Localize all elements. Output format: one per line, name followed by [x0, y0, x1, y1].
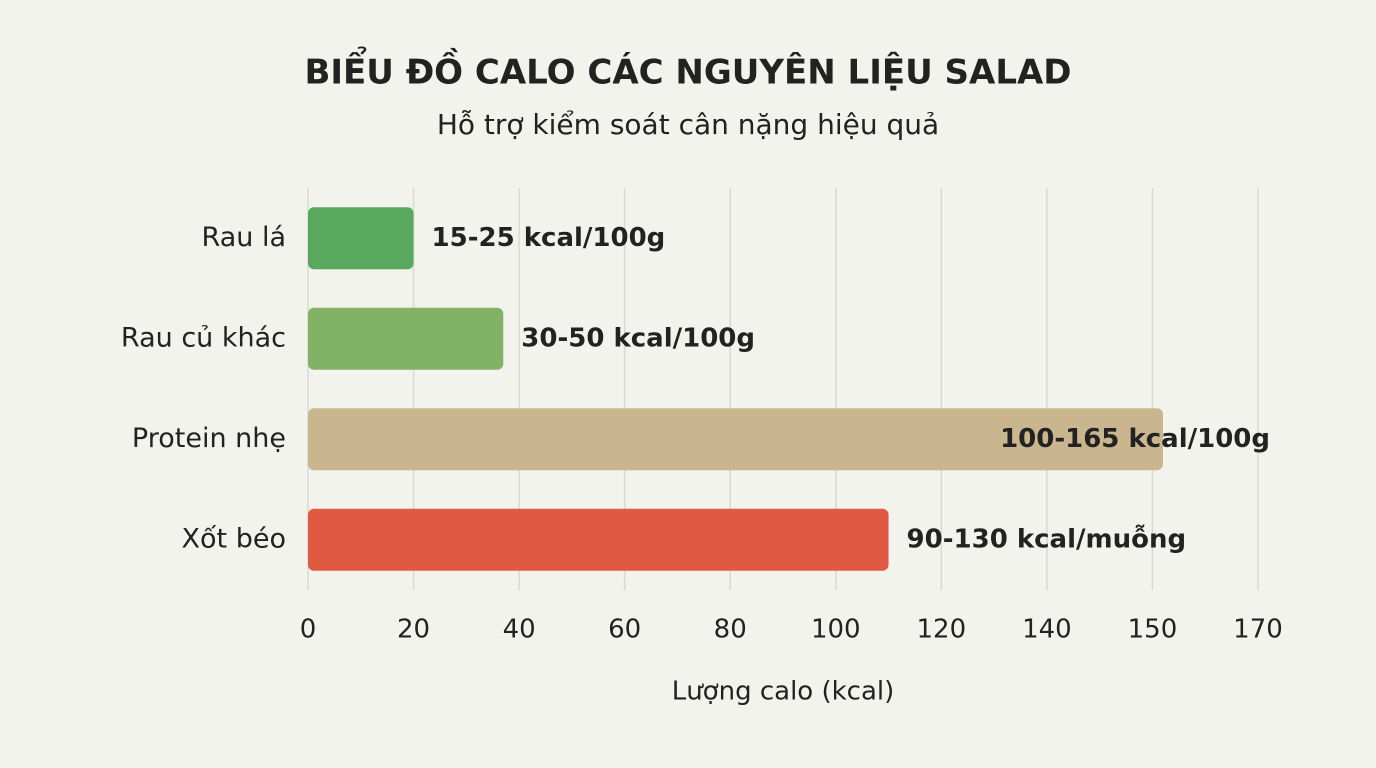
- bar: [308, 408, 1163, 471]
- x-tick-label: 40: [503, 615, 536, 645]
- chart-title: BIỂU ĐỒ CALO CÁC NGUYÊN LIỆU SALAD: [304, 47, 1071, 93]
- x-tick-label: 80: [714, 615, 747, 645]
- x-tick-label: 100: [811, 615, 861, 645]
- x-tick-label: 150: [1128, 615, 1178, 645]
- bar: [308, 508, 889, 571]
- x-tick-label: 20: [397, 615, 430, 645]
- x-tick-label: 0: [300, 615, 317, 645]
- y-tick-label: Rau củ khác: [121, 322, 286, 353]
- chart-subtitle: Hỗ trợ kiểm soát cân nặng hiệu quả: [437, 108, 939, 141]
- y-tick-label: Rau lá: [202, 222, 286, 253]
- x-tick-label: 140: [1022, 615, 1072, 645]
- x-axis-title: Lượng calo (kcal): [672, 677, 895, 707]
- value-label: 15-25 kcal/100g: [432, 223, 666, 253]
- value-label: 90-130 kcal/muỗng: [907, 523, 1187, 554]
- bar: [308, 207, 414, 270]
- y-tick-label: Xốt béo: [182, 523, 286, 554]
- x-tick-label: 170: [1233, 615, 1283, 645]
- value-label: 100-165 kcal/100g: [1000, 424, 1270, 454]
- x-tick-label: 60: [608, 615, 641, 645]
- value-label: 30-50 kcal/100g: [521, 323, 755, 353]
- bar: [308, 307, 504, 370]
- x-tick-label: 120: [917, 615, 967, 645]
- y-tick-label: Protein nhẹ: [132, 423, 286, 454]
